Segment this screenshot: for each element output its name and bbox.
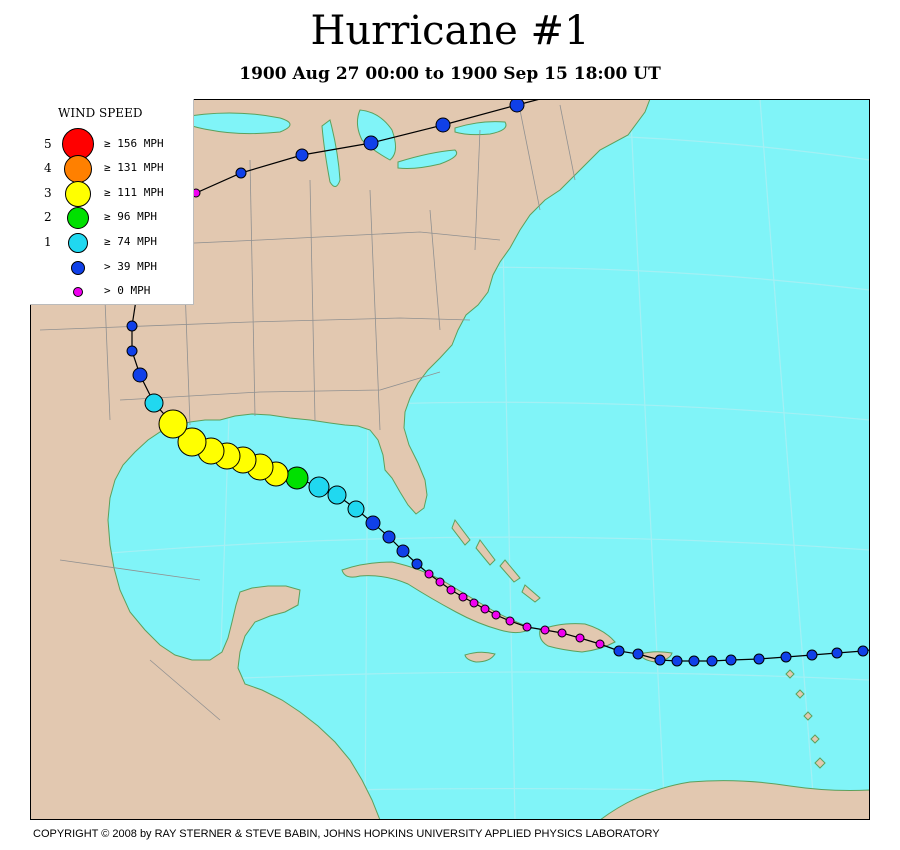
legend-row-td: > 0 MPH [30,279,193,303]
track-point [158,409,188,439]
track-point [491,610,501,620]
copyright-notice: COPYRIGHT © 2008 by RAY STERNER & STEVE … [33,828,660,840]
track-point [509,99,525,113]
legend-dot-cat4 [64,155,92,183]
track-point [126,320,138,332]
track-point [522,622,532,632]
track-point [654,654,666,666]
track-point [753,653,765,665]
legend-dot-cat3 [65,181,91,207]
track-point [706,655,718,667]
track-point [295,148,309,162]
track-point [469,598,479,608]
legend-row-cat5: 5 ≥ 156 MPH [30,128,193,160]
track-point [424,569,434,579]
track-point [411,558,423,570]
track-point [480,604,490,614]
track-point [126,345,138,357]
legend-category: 3 [44,186,52,200]
track-point [540,625,550,635]
legend-row-cat3: 3 ≥ 111 MPH [30,181,193,207]
track-point [235,167,247,179]
legend-label: ≥ 156 MPH [104,137,164,150]
legend-label: > 0 MPH [104,284,151,297]
track-point [671,655,683,667]
track-point [396,544,410,558]
track-point [177,427,207,457]
legend-label: ≥ 96 MPH [104,210,157,223]
legend-dot-cat1 [68,233,88,253]
track-points [126,99,869,667]
legend-dot-cat2 [67,207,89,229]
legend-row-cat2: 2 ≥ 96 MPH [30,205,193,229]
legend-category: 4 [44,161,52,175]
track-point [688,655,700,667]
legend-label: ≥ 111 MPH [104,186,164,199]
track-point [363,135,379,151]
legend-dot-depression [73,287,83,297]
track-point [132,367,148,383]
track-point [435,577,445,587]
legend-category: 2 [44,210,52,224]
legend-title: WIND SPEED [58,106,143,120]
track-point [308,476,330,498]
legend-label: > 39 MPH [104,260,157,273]
legend-row-cat1: 1 ≥ 74 MPH [30,230,193,254]
map-frame [30,99,870,820]
track-point [382,530,396,544]
map-subtitle: 1900 Aug 27 00:00 to 1900 Sep 15 18:00 U… [239,64,661,84]
track-point [505,616,515,626]
track-point [806,649,818,661]
track-point [632,648,644,660]
track-point [725,654,737,666]
track-point [327,485,347,505]
legend-category: 1 [44,235,52,249]
legend-row-ts: > 39 MPH [30,255,193,279]
track-point [595,639,605,649]
track-point [780,651,792,663]
legend-category: 5 [44,137,52,151]
track-point [831,647,843,659]
legend-dot-tropical-storm [71,261,85,275]
track-point [613,645,625,657]
track-point [857,645,869,657]
track-point [575,633,585,643]
track-point [144,393,164,413]
wind-speed-legend: WIND SPEED 5 ≥ 156 MPH 4 ≥ 131 MPH 3 ≥ 1… [30,99,194,305]
track-point [347,500,365,518]
map-title: Hurricane #1 [310,8,590,54]
great-lakes [177,109,507,187]
track-point [557,628,567,638]
track-point [446,585,456,595]
track-point [365,515,381,531]
legend-row-cat4: 4 ≥ 131 MPH [30,155,193,183]
legend-label: ≥ 74 MPH [104,235,157,248]
track-point [285,466,309,490]
track-point [435,117,451,133]
track-point [458,592,468,602]
legend-label: ≥ 131 MPH [104,161,164,174]
